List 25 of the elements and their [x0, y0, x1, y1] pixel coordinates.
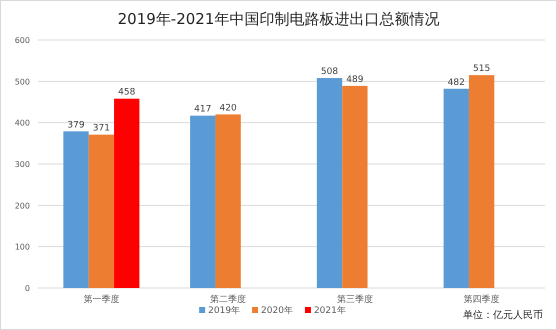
chart-title: 2019年-2021年中国印制电路板进出口总额情况: [118, 10, 440, 28]
x-tick-label: 第四季度: [464, 294, 500, 305]
y-tick-label: 100: [14, 242, 30, 252]
data-label: 508: [320, 67, 338, 78]
data-label: 417: [194, 104, 212, 115]
text: 单位：亿元人民币: [463, 309, 543, 321]
data-label: 482: [448, 78, 465, 88]
x-tick-label: 第三季度: [336, 294, 373, 305]
y-tick-label: 400: [14, 118, 30, 128]
data-label: 420: [220, 103, 237, 114]
legend-label: 2019年: [208, 305, 240, 316]
legend-label: 2020年: [261, 305, 293, 316]
data-label: 515: [473, 64, 490, 74]
data-label: 489: [346, 74, 364, 85]
data-label: 379: [67, 120, 85, 130]
data-label: 458: [118, 88, 136, 98]
data-label: 371: [92, 124, 110, 134]
legend-label: 2021年: [314, 305, 346, 316]
y-tick-label: 0: [24, 284, 30, 293]
x-tick-label: 第一季度: [83, 294, 120, 305]
y-tick-label: 500: [14, 77, 30, 86]
y-tick-label: 600: [14, 36, 30, 45]
y-tick-label: 300: [14, 160, 30, 169]
x-tick-label: 第二季度: [210, 294, 246, 305]
y-tick-label: 200: [14, 201, 30, 210]
